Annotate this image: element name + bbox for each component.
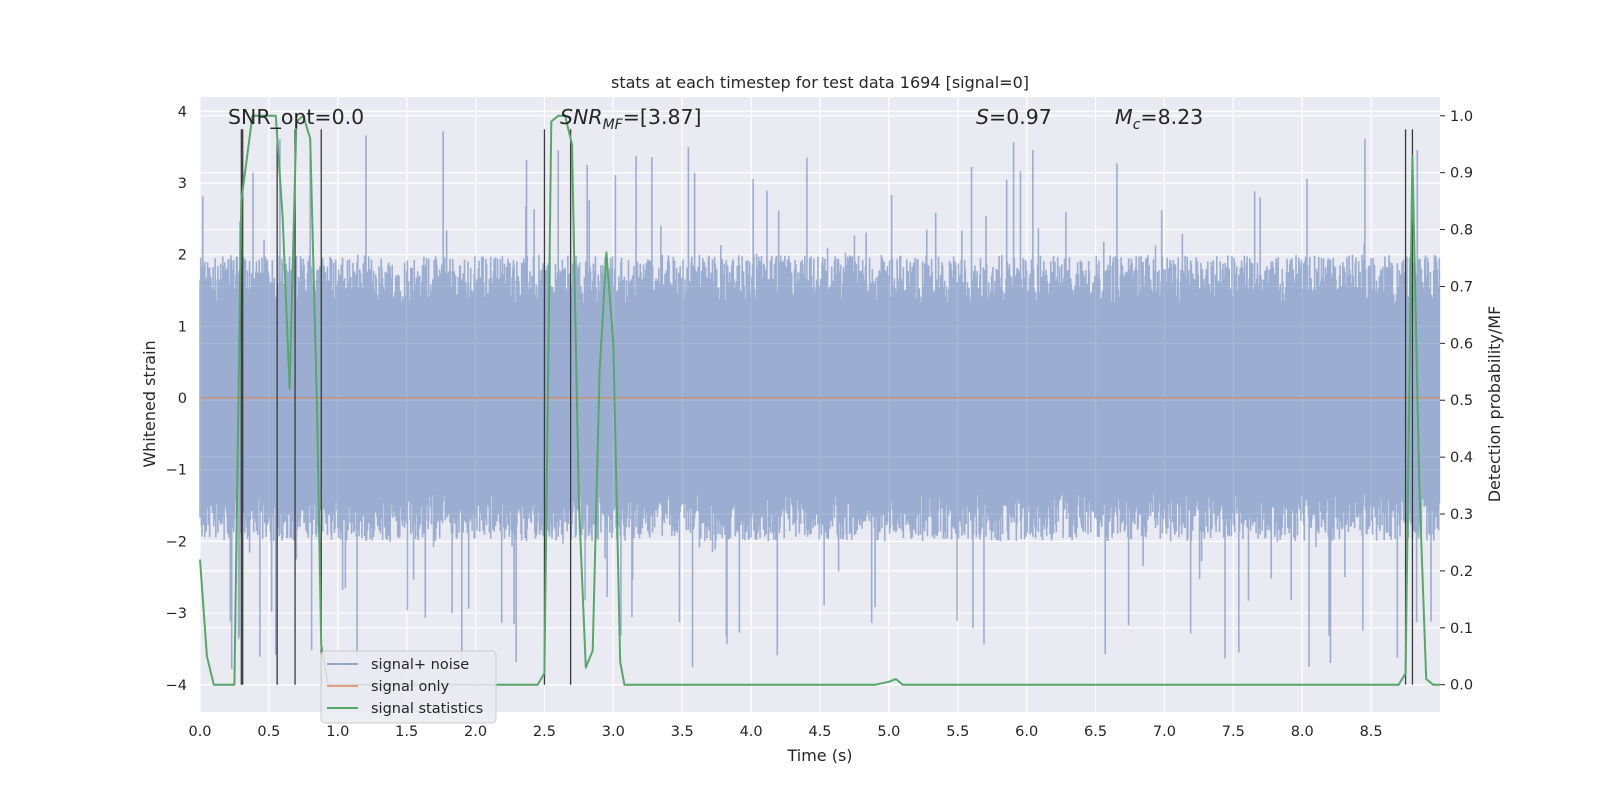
y-axis-left-label: Whitened strain	[140, 340, 159, 467]
legend-label-signal: signal only	[371, 679, 450, 695]
snr-mf-subscript: MF	[603, 117, 624, 133]
x-tick-label-5: 2.5	[533, 724, 556, 740]
s-value: =0.97	[989, 105, 1052, 129]
noise-series	[199, 131, 1441, 670]
y-right-tick-label-8: 0.2	[1450, 564, 1473, 580]
annotation-mc: Mc=8.23	[1115, 105, 1203, 133]
legend-label-stats: signal statistics	[371, 701, 483, 717]
y-left-tick-label-4: 0	[178, 391, 187, 407]
annotation-s: S=0.97	[976, 105, 1052, 129]
y-right-tick-label-0: 1.0	[1450, 109, 1473, 125]
signal-statistics-series	[199, 114, 1440, 686]
legend-label-noise: signal+ noise	[371, 657, 469, 673]
annotation-snr-mf: SNRMF=[3.87]	[560, 105, 702, 133]
y-axis-right-label: Detection probability/MF	[1485, 306, 1504, 503]
y-right-tick-label-10: 0.0	[1450, 678, 1473, 694]
y-right-tick-label-6: 0.4	[1450, 450, 1473, 466]
y-left-tick-label-0: 4	[178, 104, 187, 120]
y-right-tick-label-5: 0.5	[1450, 393, 1473, 409]
y-left-tick-label-7: −3	[166, 606, 187, 622]
x-tick-label-6: 3.0	[602, 724, 625, 740]
y-left-tick-labels: 4 3 2 1 0 −1 −2 −3 −4	[166, 104, 187, 693]
x-tick-label-14: 7.0	[1153, 724, 1176, 740]
y-right-tick-label-1: 0.9	[1450, 166, 1473, 182]
mc-symbol: M	[1115, 105, 1133, 129]
chart-title: stats at each timestep for test data 169…	[611, 73, 1029, 92]
x-tick-label-8: 4.0	[740, 724, 763, 740]
x-axis-label: Time (s)	[786, 746, 852, 765]
signal-statistics-line	[199, 114, 1440, 686]
x-tick-label-2: 1.0	[326, 724, 349, 740]
snr-mf-symbol: SNR	[560, 105, 603, 129]
x-tick-label-4: 2.0	[464, 724, 487, 740]
y-left-tick-label-3: 1	[178, 319, 187, 335]
x-tick-label-0: 0.0	[188, 724, 211, 740]
x-tick-labels: 0.0 0.5 1.0 1.5 2.0 2.5 3.0 3.5 4.0 4.5 5.0 5.5 6.0 6…	[188, 724, 1382, 740]
y-left-tick-label-1: 3	[178, 176, 187, 192]
annotation-snr-opt: SNR_opt=0.0	[228, 105, 364, 130]
x-tick-label-13: 6.5	[1084, 724, 1107, 740]
x-tick-label-9: 4.5	[808, 724, 831, 740]
y-right-tick-label-7: 0.3	[1450, 507, 1473, 523]
y-right-tick-labels: 1.0 0.9 0.8 0.7 0.6 0.5 0.4 0.3 0.2 0.1 0.0	[1440, 109, 1473, 694]
x-tick-label-11: 5.5	[946, 724, 969, 740]
y-right-tick-label-9: 0.1	[1450, 621, 1473, 637]
mc-subscript: c	[1133, 117, 1141, 133]
x-tick-label-12: 6.0	[1015, 724, 1038, 740]
x-tick-label-3: 1.5	[395, 724, 418, 740]
noise-trace	[199, 131, 1441, 670]
y-left-tick-label-2: 2	[178, 248, 187, 264]
y-right-tick-label-3: 0.7	[1450, 279, 1473, 295]
x-tick-label-17: 8.5	[1360, 724, 1383, 740]
x-tick-label-7: 3.5	[671, 724, 694, 740]
y-right-tick-label-4: 0.6	[1450, 336, 1473, 352]
y-left-tick-label-8: −4	[166, 678, 187, 694]
legend-box	[320, 650, 497, 724]
snr-mf-value: =[3.87]	[623, 105, 702, 129]
mc-value: =8.23	[1140, 105, 1203, 129]
x-tick-label-16: 8.0	[1291, 724, 1314, 740]
y-right-tick-label-2: 0.8	[1450, 223, 1473, 239]
s-symbol: S	[976, 105, 989, 129]
x-tick-label-10: 5.0	[877, 724, 900, 740]
y-left-tick-label-6: −2	[166, 534, 187, 550]
legend: signal+ noise signal only signal statist…	[320, 650, 497, 724]
x-tick-label-15: 7.5	[1222, 724, 1245, 740]
y-left-tick-label-5: −1	[166, 463, 187, 479]
x-tick-label-1: 0.5	[257, 724, 280, 740]
